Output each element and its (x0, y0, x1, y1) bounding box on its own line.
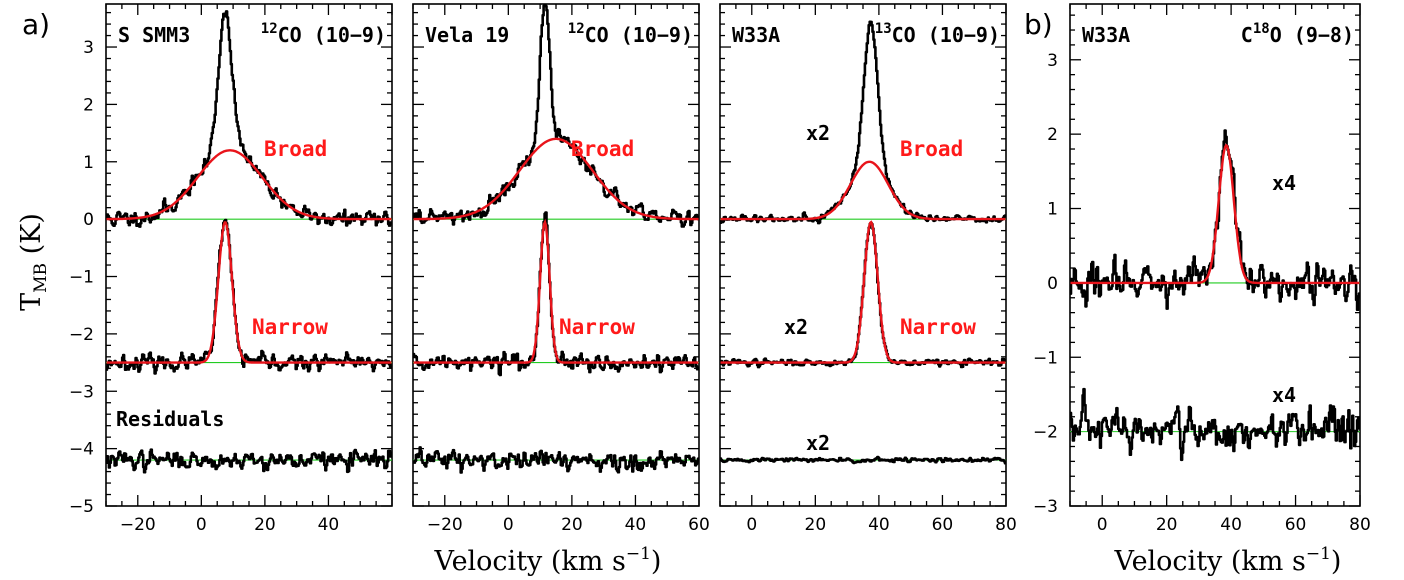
panel-1-spectrum-total (106, 10, 392, 228)
panel-2-xtick-label: 0 (503, 515, 514, 535)
panel-3-narrow-label: Narrow (900, 315, 976, 339)
svg-text:TMB (K): TMB (K) (16, 213, 51, 311)
panel-1-source-label: S SMM3 (118, 23, 190, 47)
panel-4-fit (1070, 143, 1360, 285)
y-axis-title-main: T (16, 293, 47, 311)
panel-3-isotope-sup: 13 (875, 21, 892, 37)
panel-2-frame (412, 3, 700, 507)
panel-1-isotope-sup: 12 (261, 21, 278, 37)
panel-2-isotope-sup: 12 (568, 21, 585, 37)
x-axis-title-a-sup: −1 (626, 544, 651, 564)
x-axis-title-b: Velocity (km s−1) (1114, 544, 1342, 577)
panel-2-narrow-label: Narrow (559, 315, 635, 339)
text-layer: Broad Narrow Residuals S SMM3 12CO (10−9) Bro… (116, 21, 1354, 455)
panel-1-xtick-label: 0 (196, 515, 207, 535)
x-axis-title-a-main: Velocity (km s (434, 546, 626, 577)
x-axis-title-a-close: ) (651, 546, 662, 577)
y-axis-title-sub: MB (31, 263, 51, 293)
panel-1-xtick-label: 20 (254, 515, 276, 535)
panel-4-ytick-label: −2 (1033, 423, 1058, 443)
panel-4-xtick-label: 40 (1220, 515, 1242, 535)
panel-1-ytick-label: −3 (69, 382, 94, 402)
x-axis-title-a: Velocity (km s−1) (434, 544, 662, 577)
panel-2-spectrum-total (413, 4, 699, 228)
panel-1-xtick-label: −20 (120, 515, 156, 535)
x-axis-title-b-close: ) (1331, 546, 1342, 577)
panel-4-xtick-label: 0 (1097, 515, 1108, 535)
panel-3-plot-area (720, 20, 1006, 465)
panel-4-isotope-sup: 18 (1253, 21, 1270, 37)
panel-1-transition-label: 12CO (10−9) (261, 21, 386, 47)
x-axis-title-b-sup: −1 (1306, 544, 1331, 564)
panel-2-xtick-label: −20 (427, 515, 463, 535)
panel-3-transition-label: 13CO (10−9) (875, 21, 1000, 47)
panel-1-ytick-label: 2 (83, 95, 94, 115)
panel-4-ytick-label: 2 (1047, 125, 1058, 145)
panel-3-fit-broad (720, 160, 1006, 221)
panel-4-ytick-label: −1 (1033, 348, 1058, 368)
panel-4-ytick-label: 3 (1047, 51, 1058, 71)
panel-3-spectrum-total (720, 20, 1006, 225)
panel-1-ytick-label: 0 (83, 210, 94, 230)
panel-2-xtick-label: 20 (561, 515, 583, 535)
panel-1-fit-narrow (106, 221, 392, 364)
panel-2-transition-label: 12CO (10−9) (568, 21, 693, 47)
panel-3-source-label: W33A (732, 23, 780, 47)
panel-4-ytick-label: −3 (1033, 497, 1058, 517)
panel-a-letter: a) (22, 8, 50, 41)
panel-1-ytick-label: −2 (69, 325, 94, 345)
panel-3-scale-label: x2 (806, 121, 830, 145)
panel-3-scale-label: x2 (784, 315, 808, 339)
panel-3-spectrum-residual (720, 455, 1006, 465)
y-axis-title: TMB (K) (16, 213, 51, 311)
panel-4-xtick-label: 60 (1285, 515, 1307, 535)
panel-2-fit-narrow (413, 218, 699, 364)
panel-4-ytick-label: 0 (1047, 274, 1058, 294)
panel-3-xtick-label: 0 (746, 515, 757, 535)
panel-4-scale-label: x4 (1272, 171, 1296, 195)
panel-1-plot-area (106, 10, 392, 474)
panel-3-xtick-label: 40 (868, 515, 890, 535)
panel-3-xtick-label: 20 (805, 515, 827, 535)
panel-4-source-label: W33A (1082, 23, 1130, 47)
panel-2-source-label: Vela 19 (425, 23, 509, 47)
panel-1-spectrum-narrow (106, 218, 392, 375)
panel-1-ytick-label: 1 (83, 153, 94, 173)
panel-1-residuals-label: Residuals (116, 407, 224, 431)
panel-4-scale-label: x4 (1272, 383, 1296, 407)
panel-1-ytick-label: 3 (83, 38, 94, 58)
panel-2-spectrum-residual (413, 446, 699, 474)
panel-4-transition-label: C18O (9−8) (1241, 21, 1354, 47)
panel-1-narrow-label: Narrow (252, 315, 328, 339)
panel-1-broad-label: Broad (264, 137, 327, 161)
panel-4-xtick-label: 80 (1349, 515, 1371, 535)
y-axis-title-unit: (K) (16, 213, 47, 263)
panel-3-scale-label: x2 (806, 431, 830, 455)
data-layer (106, 4, 1360, 474)
panel-3-xtick-label: 80 (995, 515, 1017, 535)
panel-4-ytick-label: 1 (1047, 200, 1058, 220)
panel-3-fit-narrow (720, 220, 1006, 364)
panel-1-fit-broad (106, 149, 392, 221)
panel-4-spectrum-residual (1070, 387, 1360, 462)
panel-4-plot-area (1070, 129, 1360, 462)
panel-2-plot-area (413, 4, 699, 474)
panel-1-xtick-label: 40 (318, 515, 340, 535)
panel-3-xtick-label: 60 (932, 515, 954, 535)
panel-1-ytick-label: −4 (69, 440, 94, 460)
panel-b-letter: b) (1024, 8, 1053, 41)
x-axis-title-b-main: Velocity (km s (1114, 546, 1306, 577)
panel-1-ytick-label: −1 (69, 268, 94, 288)
panel-4-xtick-label: 20 (1156, 515, 1178, 535)
panel-2-broad-label: Broad (571, 137, 634, 161)
panel-3-broad-label: Broad (900, 137, 963, 161)
panel-2-fit-broad (413, 137, 699, 221)
panel-2-xtick-label: 40 (625, 515, 647, 535)
panel-1-ytick-label: −5 (69, 497, 94, 517)
panel-1-spectrum-residual (106, 448, 392, 474)
panel-2-xtick-label: 60 (688, 515, 710, 535)
